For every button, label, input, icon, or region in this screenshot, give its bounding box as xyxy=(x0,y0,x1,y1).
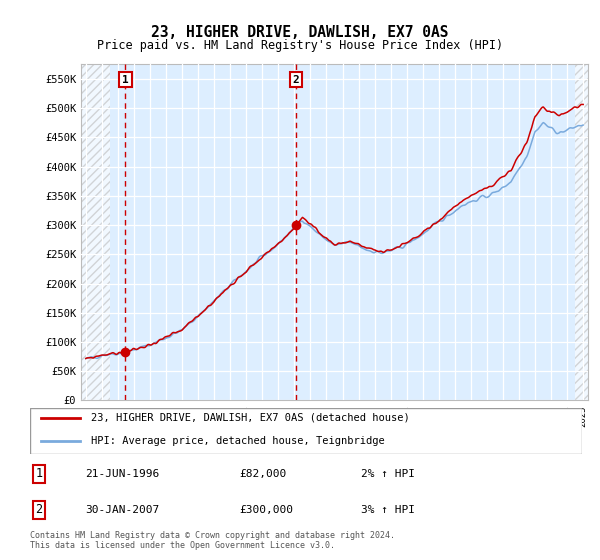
Polygon shape xyxy=(81,64,110,400)
Text: HPI: Average price, detached house, Teignbridge: HPI: Average price, detached house, Teig… xyxy=(91,436,385,446)
Text: Contains HM Land Registry data © Crown copyright and database right 2024.
This d: Contains HM Land Registry data © Crown c… xyxy=(30,531,395,550)
Text: 1: 1 xyxy=(35,468,43,480)
Text: £82,000: £82,000 xyxy=(240,469,287,479)
FancyBboxPatch shape xyxy=(30,408,582,454)
Polygon shape xyxy=(575,64,588,400)
Text: 23, HIGHER DRIVE, DAWLISH, EX7 0AS (detached house): 23, HIGHER DRIVE, DAWLISH, EX7 0AS (deta… xyxy=(91,413,409,423)
Text: 21-JUN-1996: 21-JUN-1996 xyxy=(85,469,160,479)
Text: 2% ↑ HPI: 2% ↑ HPI xyxy=(361,469,415,479)
Text: 30-JAN-2007: 30-JAN-2007 xyxy=(85,505,160,515)
Text: 3% ↑ HPI: 3% ↑ HPI xyxy=(361,505,415,515)
Text: 1: 1 xyxy=(122,74,129,85)
Text: £300,000: £300,000 xyxy=(240,505,294,515)
Text: 2: 2 xyxy=(292,74,299,85)
Text: 2: 2 xyxy=(35,503,43,516)
Text: Price paid vs. HM Land Registry's House Price Index (HPI): Price paid vs. HM Land Registry's House … xyxy=(97,39,503,52)
Text: 23, HIGHER DRIVE, DAWLISH, EX7 0AS: 23, HIGHER DRIVE, DAWLISH, EX7 0AS xyxy=(151,25,449,40)
